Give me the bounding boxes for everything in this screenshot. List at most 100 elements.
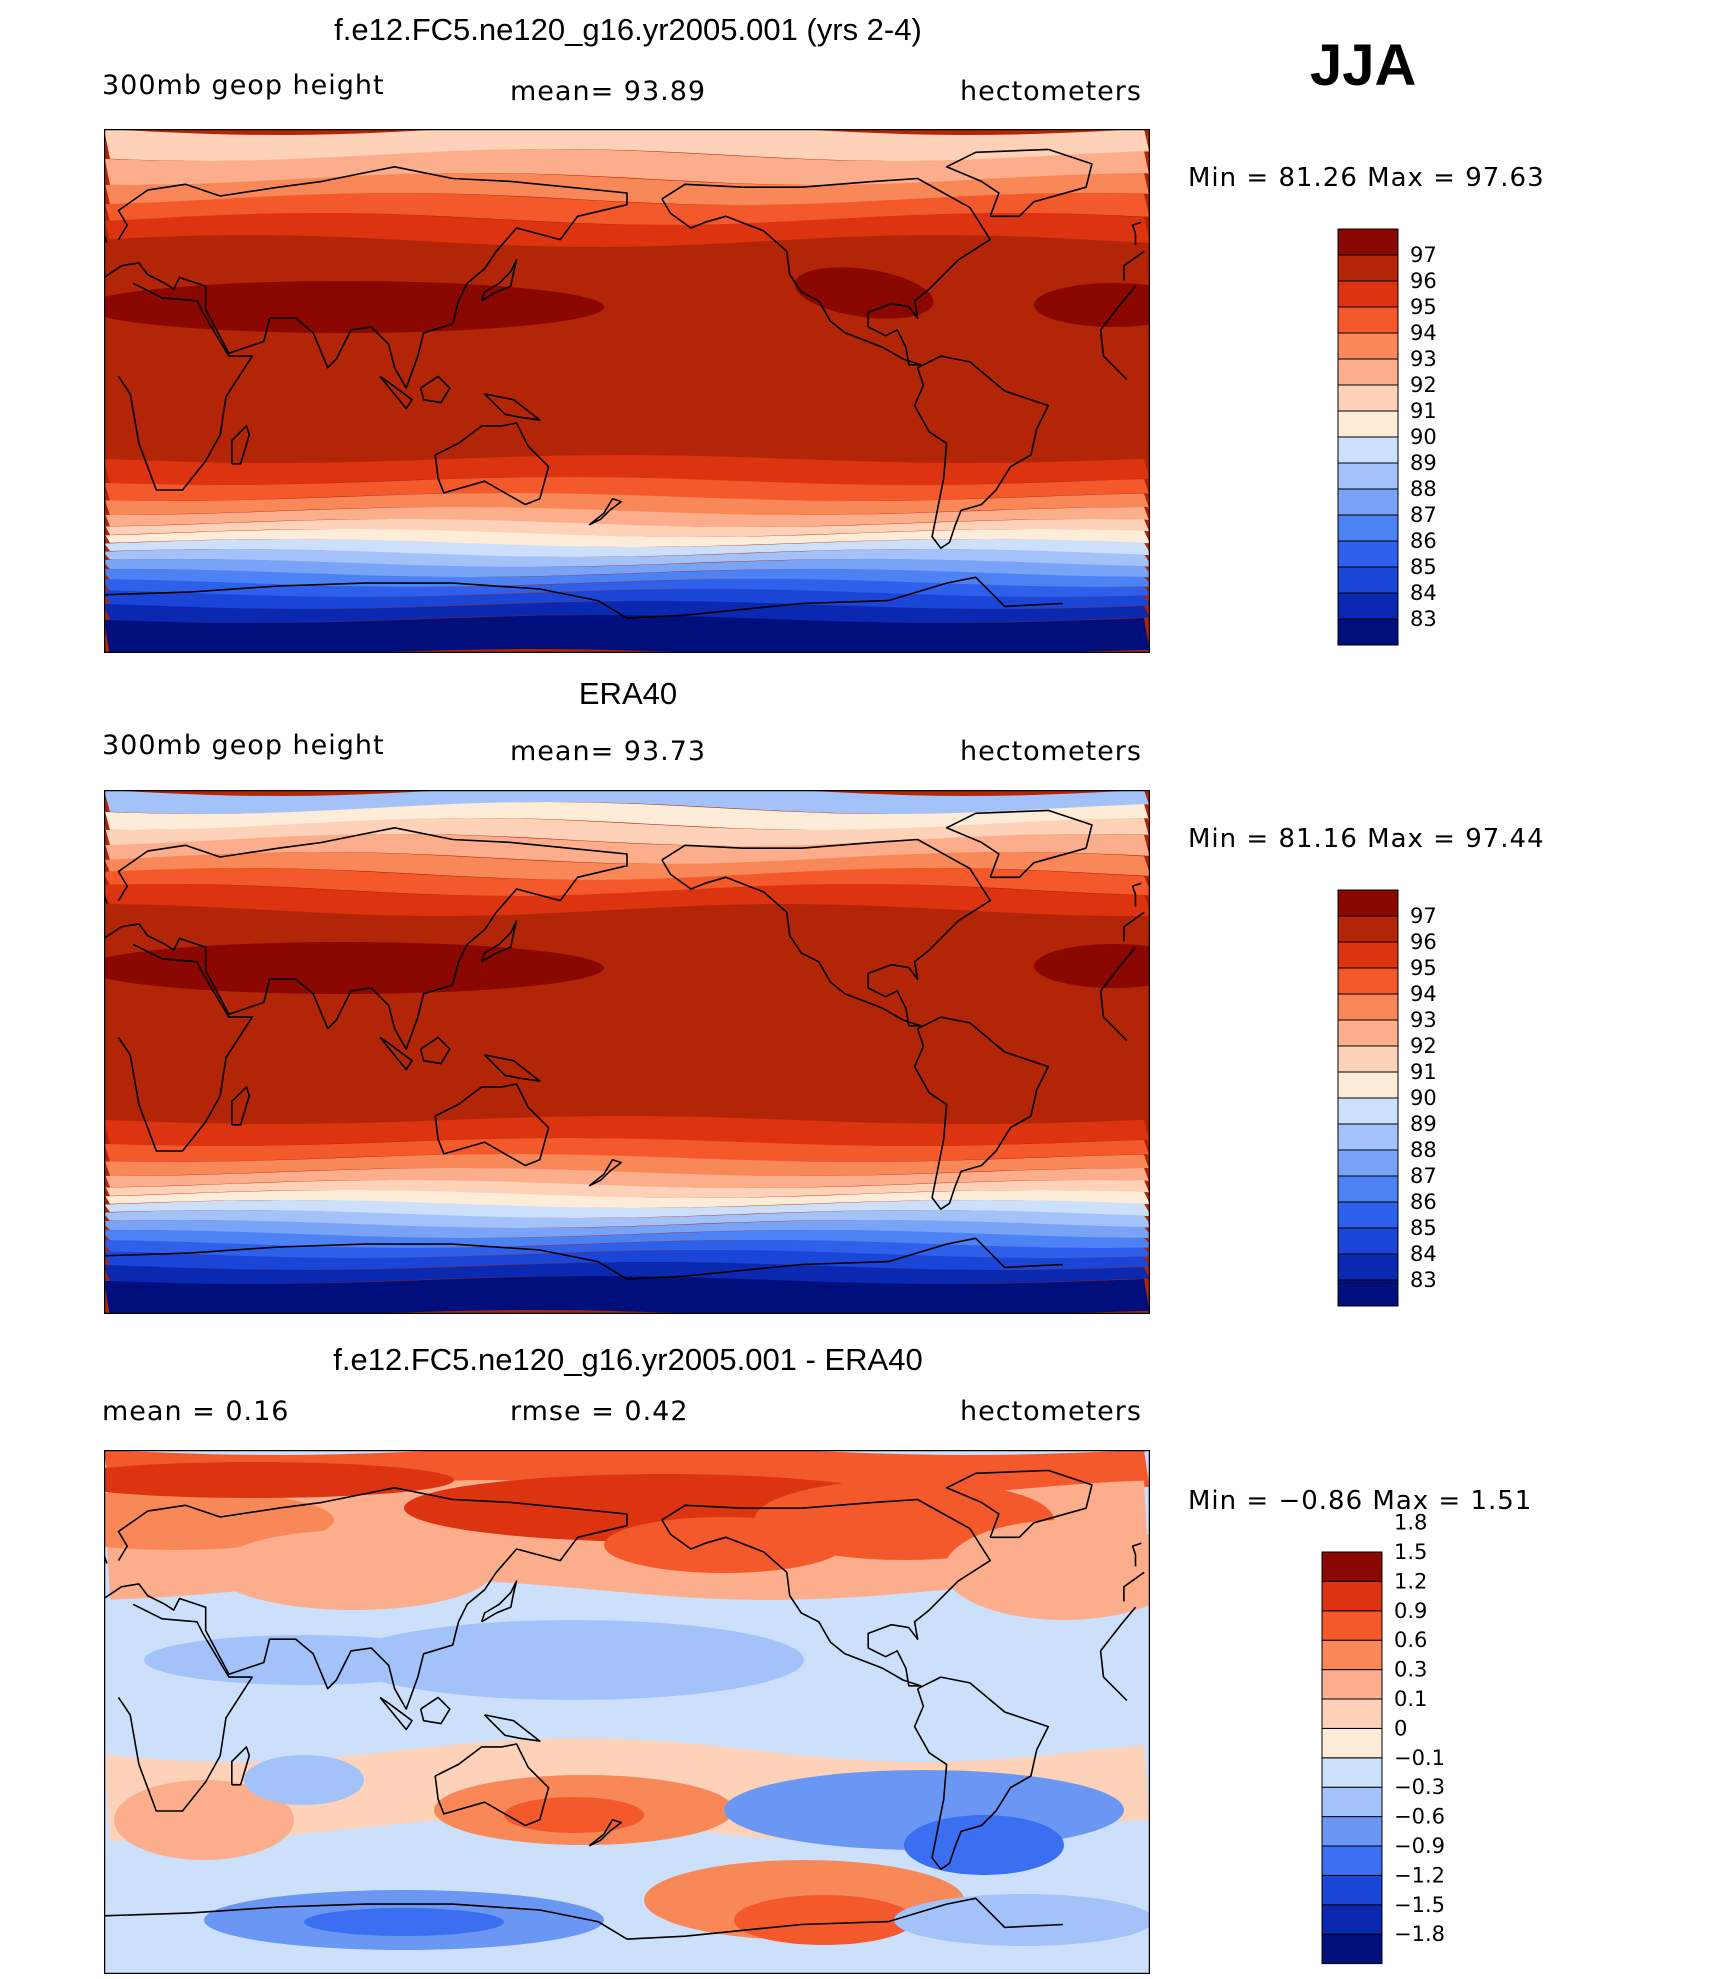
- panel2-colorbar-tick-label: 94: [1410, 982, 1437, 1006]
- season-label: JJA: [1310, 33, 1417, 98]
- panel1-title: f.e12.FC5.ne120_g16.yr2005.001 (yrs 2-4): [334, 12, 922, 47]
- panel3-colorbar-box: [1321, 1639, 1383, 1671]
- contour-band: [104, 507, 1150, 527]
- panel3-colorbar-tick-label: 0: [1394, 1716, 1407, 1740]
- coastline: [480, 1580, 518, 1623]
- panel3-colorbar-tick-label: 0.6: [1394, 1628, 1427, 1652]
- coastline: [1099, 946, 1137, 992]
- panel2-colorbar-tick-label: 84: [1410, 1242, 1437, 1266]
- contour-blob: [244, 1755, 364, 1805]
- contour-blob: [904, 1815, 1064, 1875]
- panel1-colorbar-tick-label: 88: [1410, 477, 1437, 501]
- panel2-colorbar-box: [1337, 1253, 1399, 1281]
- contour-blob: [734, 1895, 914, 1945]
- panel2-colorbar-tick-label: 90: [1410, 1086, 1437, 1110]
- panel1-colorbar-tick-label: 97: [1410, 243, 1437, 267]
- panel3-colorbar-tick-label: 0.3: [1394, 1658, 1427, 1682]
- panel1-colorbar-box: [1337, 332, 1399, 360]
- contour-blob: [104, 1462, 454, 1498]
- panel2-colorbar-box: [1337, 1279, 1399, 1307]
- contour-band: [104, 1154, 1150, 1176]
- panel1-map: [104, 129, 1150, 653]
- contour-blob: [304, 1908, 504, 1936]
- panel2-colorbar-tick-label: 87: [1410, 1164, 1437, 1188]
- panel2-colorbar-box: [1337, 1123, 1399, 1151]
- coastline: [1123, 250, 1145, 281]
- panel3-colorbar-tick-label: 0.9: [1394, 1599, 1427, 1623]
- panel3-colorbar-tick-label: −1.8: [1394, 1922, 1445, 1946]
- coastline: [117, 282, 253, 491]
- contour-band: [104, 213, 1150, 247]
- coastline: [434, 1743, 550, 1827]
- panel1-colorbar-box: [1337, 358, 1399, 386]
- panel1-colorbar-box: [1337, 540, 1399, 568]
- contour-band: [104, 1240, 1150, 1258]
- panel1-colorbar-tick-label: 90: [1410, 425, 1437, 449]
- contour-band: [104, 455, 1150, 485]
- contour-band: [104, 539, 1150, 557]
- contour-band: [104, 868, 1150, 896]
- contour-blob: [504, 1797, 644, 1833]
- contour-band: [104, 519, 1150, 537]
- panel1-colorbar-tick-label: 94: [1410, 321, 1437, 345]
- coastline: [419, 375, 451, 404]
- panel2-units-label: hectometers: [960, 736, 1142, 767]
- contour-blob: [344, 1620, 804, 1700]
- panel1-colorbar-tick-label: 93: [1410, 347, 1437, 371]
- panel3-colorbar-box: [1321, 1933, 1383, 1965]
- panel3-colorbar-tick-label: 1.2: [1394, 1569, 1427, 1593]
- contour-band: [104, 1168, 1150, 1188]
- coastline: [588, 1158, 623, 1187]
- panel1-colorbar-tick-label: 84: [1410, 581, 1437, 605]
- panel3-colorbar-box: [1321, 1904, 1383, 1935]
- panel1-colorbar-box: [1337, 254, 1399, 282]
- panel2-colorbar-tick-label: 88: [1410, 1138, 1437, 1162]
- panel2-colorbar-tick-label: 97: [1410, 904, 1437, 928]
- coastline: [1131, 882, 1142, 907]
- panel1-colorbar-tick-label: 91: [1410, 399, 1437, 423]
- map-frame: [104, 790, 1150, 1314]
- panel1-minmax: Min = 81.26 Max = 97.63: [1188, 163, 1545, 193]
- contour-band: [104, 1276, 1150, 1314]
- contour-band: [104, 790, 1150, 814]
- contour-band: [104, 589, 1150, 609]
- coastline: [661, 177, 992, 366]
- panel1-units-label: hectometers: [960, 76, 1142, 107]
- panel2-colorbar-tick-label: 92: [1410, 1034, 1437, 1058]
- contour-blob: [144, 1635, 464, 1685]
- contour-blob: [894, 1894, 1150, 1946]
- panel1-mean-label: mean= 93.89: [510, 76, 707, 107]
- contour-band: [104, 579, 1150, 597]
- panel2-map: [104, 790, 1150, 1314]
- panel3-colorbar-box: [1321, 1727, 1383, 1759]
- contour-band: [104, 818, 1150, 846]
- coastline: [104, 1897, 1063, 1940]
- panel1-colorbar-box: [1337, 228, 1399, 256]
- coastline: [588, 1818, 623, 1847]
- panel3-colorbar-tick-label: 1.8: [1394, 1511, 1427, 1535]
- coastline: [1131, 221, 1142, 246]
- panel2-colorbar-box: [1337, 1175, 1399, 1203]
- contour-band: [104, 884, 1150, 916]
- coastline: [588, 497, 623, 526]
- coastline: [1123, 911, 1145, 942]
- panel2-colorbar-tick-label: 89: [1410, 1112, 1437, 1136]
- contour-band: [104, 1210, 1150, 1228]
- panel1-colorbar-tick-label: 92: [1410, 373, 1437, 397]
- coastline: [117, 1603, 253, 1812]
- panel3-title: f.e12.FC5.ne120_g16.yr2005.001 - ERA40: [333, 1342, 923, 1377]
- contour-band: [104, 549, 1150, 567]
- panel1-colorbar-tick-label: 89: [1410, 451, 1437, 475]
- panel2-colorbar-box: [1337, 967, 1399, 995]
- panel1-colorbar-tick-label: 95: [1410, 295, 1437, 319]
- contour-band: [104, 477, 1150, 501]
- contour-band: [104, 601, 1150, 623]
- contour-band: [104, 1220, 1150, 1238]
- contour-blob: [104, 942, 604, 994]
- panel3-colorbar-tick-label: −0.9: [1394, 1834, 1445, 1858]
- panel2-colorbar-box: [1337, 1149, 1399, 1177]
- panel2-colorbar-box: [1337, 1227, 1399, 1255]
- panel2-colorbar-box: [1337, 1019, 1399, 1047]
- panel2-colorbar-tick-label: 95: [1410, 956, 1437, 980]
- map-frame: [104, 1450, 1150, 1974]
